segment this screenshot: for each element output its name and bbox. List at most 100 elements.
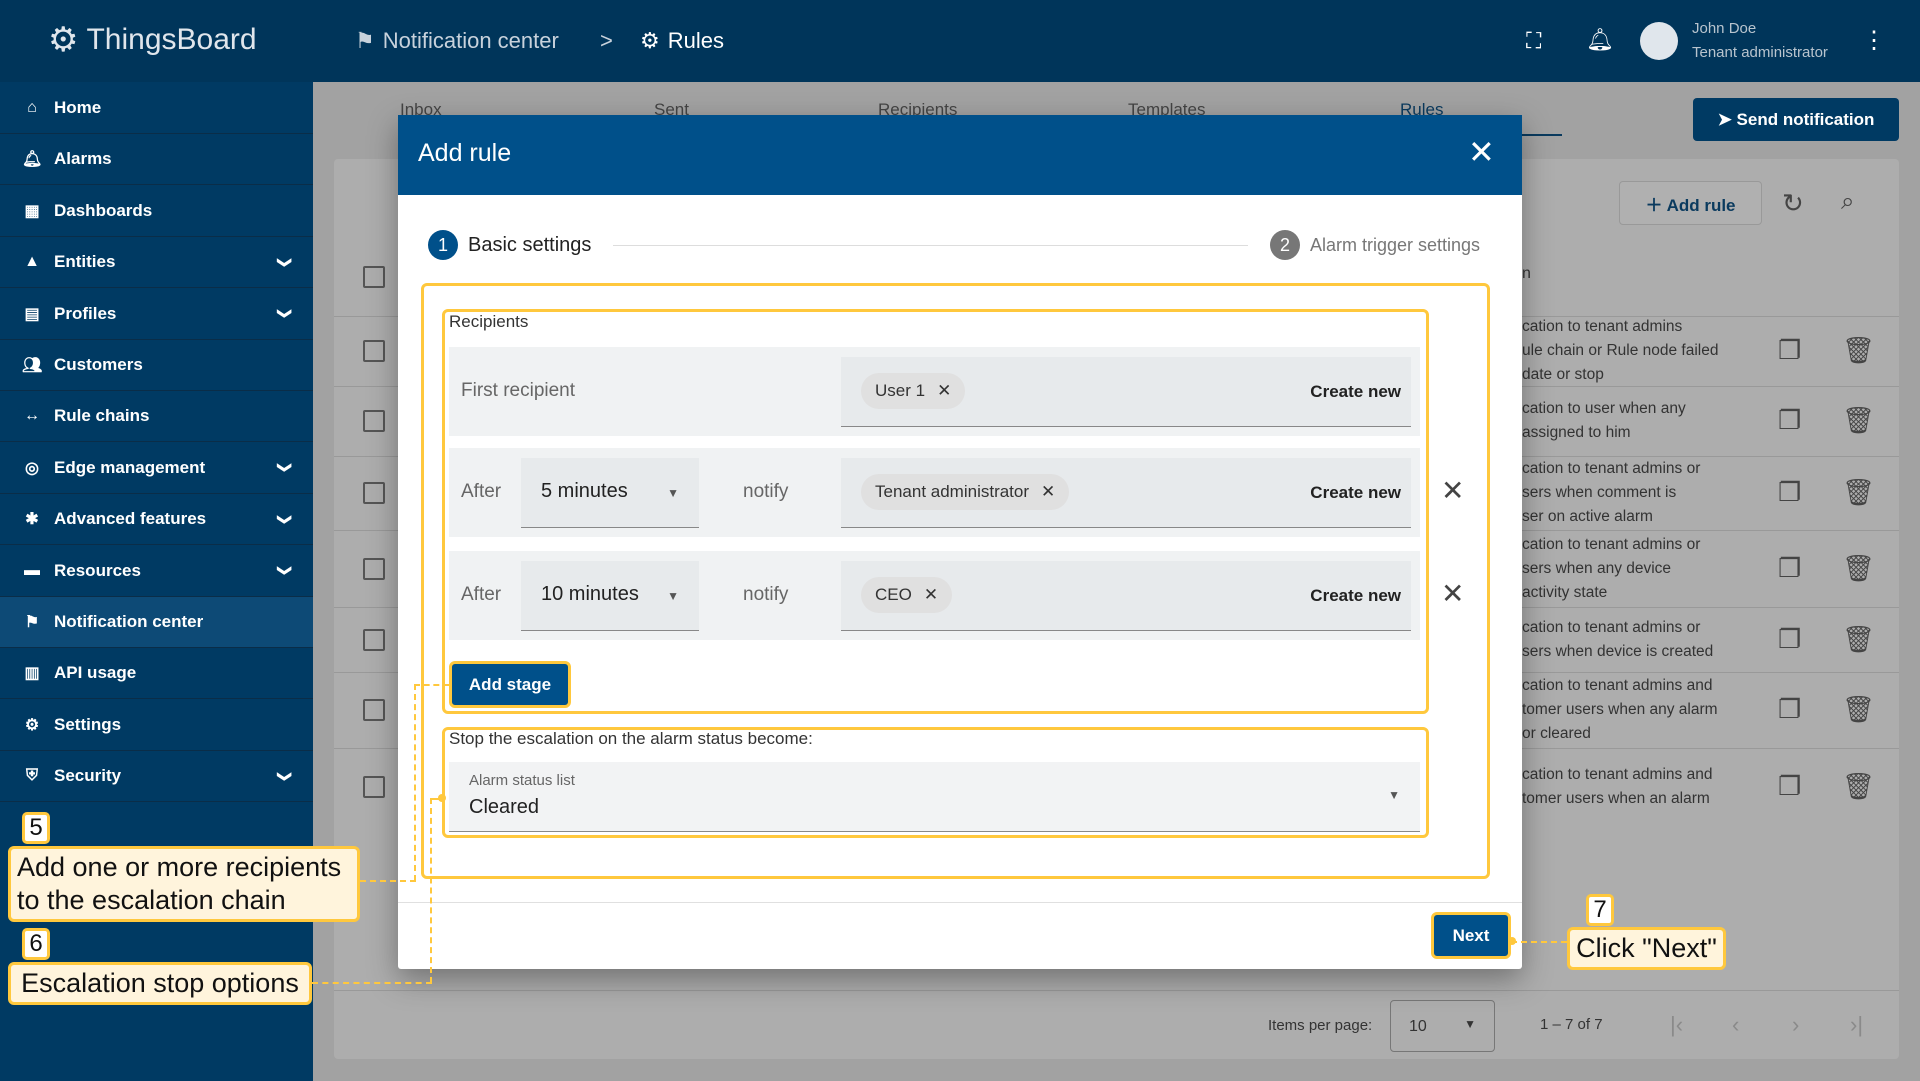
sidebar-item-customers[interactable]: 👥︎ Customers xyxy=(0,340,313,391)
delete-icon[interactable]: 🗑︎ xyxy=(1842,623,1876,654)
after-label: After xyxy=(461,584,502,605)
delete-icon[interactable]: 🗑︎ xyxy=(1842,335,1876,365)
tab-sent[interactable]: Sent xyxy=(654,100,689,119)
tab-templates[interactable]: Templates xyxy=(1128,100,1206,119)
dropdown-arrow-icon: ▼ xyxy=(667,589,679,603)
row-checkbox[interactable] xyxy=(363,775,385,798)
sidebar-item-edge-management[interactable]: ◎ Edge management ❯ xyxy=(0,443,313,494)
fullscreen-icon[interactable]: ⛶ xyxy=(1526,28,1542,53)
add-stage-button[interactable]: Add stage xyxy=(449,661,571,708)
first-recipient-row: First recipient User 1 ✕ Create new xyxy=(449,347,1420,436)
delay-select[interactable]: 5 minutes ▼ xyxy=(521,458,699,528)
sidebar-item-api-usage[interactable]: ▥ API usage xyxy=(0,648,313,700)
sidebar-item-alarms[interactable]: 🔔︎ Alarms xyxy=(0,134,313,186)
copy-icon[interactable]: ❐ xyxy=(1778,405,1802,435)
avatar[interactable] xyxy=(1640,22,1678,60)
first-recipient-input[interactable]: User 1 ✕ Create new xyxy=(841,357,1411,427)
remove-chip-icon[interactable]: ✕ xyxy=(923,585,939,604)
connector-dot xyxy=(438,794,446,802)
remove-stage-icon[interactable]: ✕ xyxy=(1441,475,1465,506)
description-line: cation to tenant admins or xyxy=(1522,618,1701,636)
sidebar-item-label: Profiles xyxy=(54,303,117,323)
alarm-status-select[interactable]: Alarm status list Cleared ▼ xyxy=(449,762,1420,832)
sidebar-item-label: Settings xyxy=(54,714,122,734)
sidebar-item-label: Security xyxy=(54,766,122,786)
sidebar-item-label: Alarms xyxy=(54,149,112,169)
more-menu-icon[interactable]: ⋮ xyxy=(1862,27,1886,54)
remove-stage-icon[interactable]: ✕ xyxy=(1441,578,1465,609)
remove-chip-icon[interactable]: ✕ xyxy=(937,381,952,400)
row-checkbox[interactable] xyxy=(363,628,385,651)
step-basic-settings[interactable]: Basic settings xyxy=(468,234,592,256)
description-line: ule chain or Rule node failed xyxy=(1522,342,1719,359)
chevron-down-icon: ❯ xyxy=(277,461,294,474)
dropdown-arrow-icon: ▼ xyxy=(1464,1017,1476,1031)
next-page-icon[interactable]: › xyxy=(1792,1012,1800,1037)
delete-icon[interactable]: 🗑︎ xyxy=(1842,552,1876,583)
copy-icon[interactable]: ❐ xyxy=(1778,694,1802,724)
sidebar-item-settings[interactable]: ⚙ Settings xyxy=(0,700,313,751)
prev-page-icon[interactable]: ‹ xyxy=(1732,1012,1740,1037)
sidebar-item-notification-center[interactable]: ⚑ Notification center xyxy=(0,597,313,648)
escalation-stage-row: After 10 minutes ▼ notify CEO ✕ Create new xyxy=(449,551,1420,640)
remove-chip-icon[interactable]: ✕ xyxy=(1041,482,1056,501)
row-checkbox[interactable] xyxy=(363,699,385,721)
column-header: n xyxy=(1522,265,1531,282)
close-icon[interactable]: ✕ xyxy=(1468,134,1495,170)
stage-recipients-input[interactable]: Tenant administrator ✕ Create new xyxy=(841,458,1411,528)
chevron-down-icon: ❯ xyxy=(277,307,294,320)
copy-icon[interactable]: ❐ xyxy=(1778,477,1802,507)
sidebar-item-rule-chains[interactable]: ↔ Rule chains xyxy=(0,391,313,443)
callout-6-number: 6 xyxy=(22,928,50,960)
search-icon[interactable]: ⌕ xyxy=(1841,188,1855,215)
notifications-bell-icon[interactable]: 🔔︎ xyxy=(1586,27,1614,52)
plus-icon: ＋ xyxy=(1645,195,1667,215)
delete-icon[interactable]: 🗑︎ xyxy=(1842,770,1876,801)
description-line: activity state xyxy=(1522,583,1608,601)
next-button[interactable]: Next xyxy=(1431,912,1511,959)
send-icon: ➤ xyxy=(1717,109,1737,129)
breadcrumb-notification-center[interactable]: ⚑ Notification center xyxy=(355,28,559,53)
create-new-link[interactable]: Create new xyxy=(1310,483,1401,502)
copy-icon[interactable]: ❐ xyxy=(1778,335,1802,365)
add-rule-button[interactable]: ＋ Add rule xyxy=(1619,181,1762,225)
row-checkbox[interactable] xyxy=(363,482,385,504)
stop-options-highlight xyxy=(442,727,1429,838)
row-checkbox[interactable] xyxy=(363,340,385,362)
delay-select[interactable]: 10 minutes ▼ xyxy=(521,561,699,631)
copy-icon[interactable]: ❐ xyxy=(1778,623,1802,654)
sidebar-item-entities[interactable]: ▲ Entities ❯ xyxy=(0,237,313,289)
select-all-checkbox[interactable] xyxy=(363,266,385,288)
sidebar-item-security[interactable]: ⛨ Security ❯ xyxy=(0,751,313,803)
row-checkbox[interactable] xyxy=(363,410,385,432)
copy-icon[interactable]: ❐ xyxy=(1778,552,1802,583)
recipient-chip: CEO ✕ xyxy=(861,577,953,613)
refresh-icon[interactable]: ↻ xyxy=(1782,188,1804,218)
stepper-line xyxy=(613,245,1248,246)
sidebar-item-profiles[interactable]: ▤ Profiles ❯ xyxy=(0,289,313,340)
chevron-down-icon: ❯ xyxy=(277,770,294,783)
callout-7-connector xyxy=(1511,941,1567,943)
sidebar-item-advanced-features[interactable]: ✱ Advanced features ❯ xyxy=(0,494,313,546)
row-checkbox[interactable] xyxy=(363,557,385,580)
delete-icon[interactable]: 🗑︎ xyxy=(1842,405,1876,435)
stage-recipients-input[interactable]: CEO ✕ Create new xyxy=(841,561,1411,631)
send-notification-button[interactable]: ➤ Send notification xyxy=(1693,98,1899,141)
last-page-icon[interactable]: ›| xyxy=(1850,1012,1864,1037)
recipients-highlight xyxy=(442,309,1429,714)
sidebar-item-home[interactable]: ⌂ Home xyxy=(0,83,313,134)
delete-icon[interactable]: 🗑︎ xyxy=(1842,694,1876,724)
tab-inbox[interactable]: Inbox xyxy=(400,100,442,119)
first-page-icon[interactable]: |‹ xyxy=(1670,1012,1684,1037)
sidebar-item-resources[interactable]: ▬ Resources ❯ xyxy=(0,546,313,597)
create-new-link[interactable]: Create new xyxy=(1310,586,1401,605)
copy-icon[interactable]: ❐ xyxy=(1778,770,1802,801)
sidebar-item-dashboards[interactable]: ▦ Dashboards xyxy=(0,186,313,237)
logo[interactable]: ⚙ ThingsBoard xyxy=(48,21,257,59)
items-per-page-select[interactable]: 10 ▼ xyxy=(1390,1000,1495,1052)
step-alarm-trigger-settings[interactable]: Alarm trigger settings xyxy=(1310,235,1481,255)
create-new-link[interactable]: Create new xyxy=(1310,382,1401,401)
delete-icon[interactable]: 🗑︎ xyxy=(1842,477,1876,507)
rule-description: cation to tenant admins and tomer users w… xyxy=(1522,674,1718,746)
tab-recipients[interactable]: Recipients xyxy=(878,100,958,119)
